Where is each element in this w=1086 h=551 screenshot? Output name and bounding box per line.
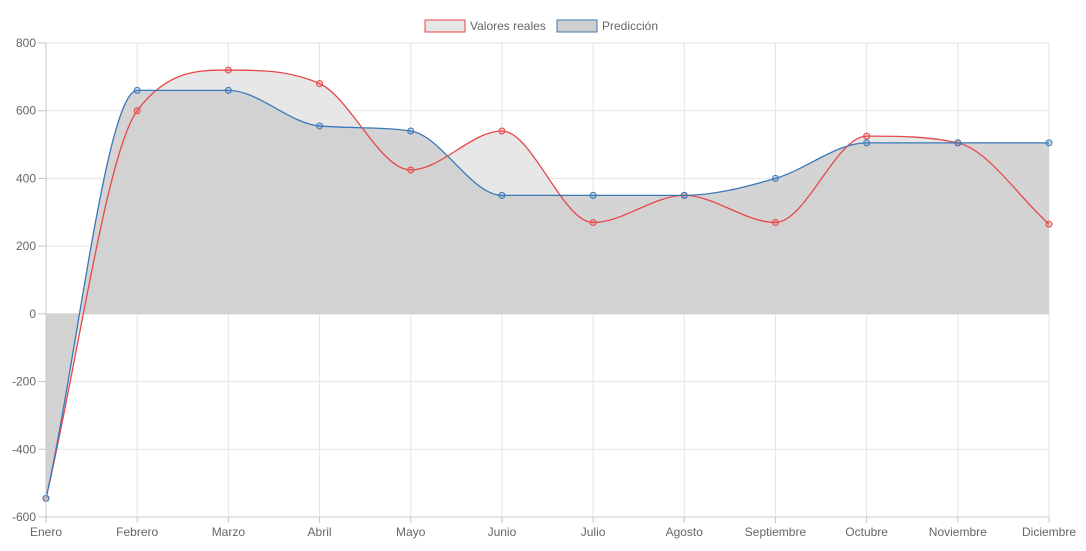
x-tick-label: Noviembre [929,525,987,539]
series-1-point[interactable] [407,166,415,174]
series-2-point[interactable] [1045,139,1053,147]
series-1-point[interactable] [133,107,141,115]
series-2-point[interactable] [224,86,232,94]
x-tick-label: Junio [488,525,517,539]
x-tick-label: Enero [30,525,62,539]
series-2-point[interactable] [498,191,506,199]
series-1-point[interactable] [498,127,506,135]
legend-swatch-series-1 [424,19,466,33]
y-tick-label: 0 [29,307,36,321]
series-1-point[interactable] [224,66,232,74]
series-2-point[interactable] [954,139,962,147]
series-2-point[interactable] [771,174,779,182]
x-tick-label: Mayo [396,525,426,539]
x-tick-label: Octubre [845,525,888,539]
legend-swatch-series-2 [556,19,598,33]
series-2-area [46,90,1049,499]
series-2-line [45,89,1049,499]
y-tick-label: 600 [16,104,36,118]
legend-label-series-2: Predicción [602,19,658,33]
series-2-point[interactable] [133,86,141,94]
series-1-point[interactable] [863,132,871,140]
series-1-point[interactable] [1045,220,1053,228]
x-tick-label: Septiembre [745,525,807,539]
y-tick-label: -600 [12,510,36,524]
series-2-point[interactable] [316,122,324,130]
series-2-point[interactable] [863,139,871,147]
x-tick-label: Abril [308,525,332,539]
y-tick-label: 200 [16,239,36,253]
x-tick-label: Marzo [212,525,246,539]
legend: Valores reales Predicción [424,19,658,33]
x-tick-label: Agosto [666,525,704,539]
series-lines [45,69,1050,499]
series-2-point[interactable] [680,191,688,199]
legend-item-series-1[interactable]: Valores reales [424,19,546,33]
legend-item-series-2[interactable]: Predicción [556,19,658,33]
legend-label-series-1: Valores reales [470,19,546,33]
y-tick-label: -400 [12,442,36,456]
series-1-line [45,69,1050,499]
series-1-point[interactable] [589,218,597,226]
y-tick-label: 800 [16,36,36,50]
series-fills [46,70,1049,499]
series-2-point[interactable] [589,191,597,199]
x-tick-label: Diciembre [1022,525,1076,539]
x-tick-label: Julio [581,525,606,539]
y-tick-label: 400 [16,171,36,185]
y-tick-label: -200 [12,375,36,389]
series-2-point[interactable] [407,127,415,135]
series-1-point[interactable] [771,218,779,226]
x-tick-label: Febrero [116,525,158,539]
series-1-point[interactable] [316,80,324,88]
